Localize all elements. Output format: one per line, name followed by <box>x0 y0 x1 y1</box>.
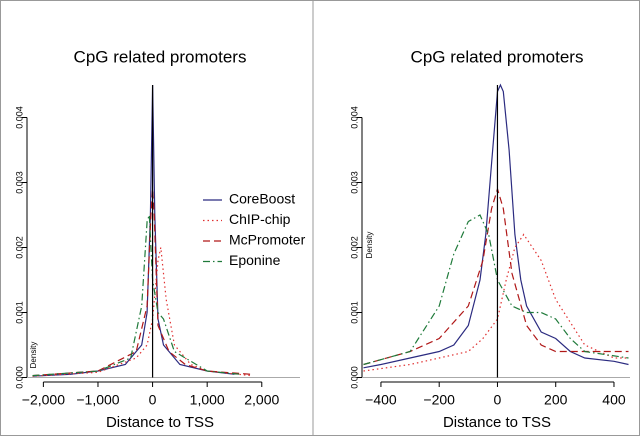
y-tick-label: 0.002 <box>349 236 359 259</box>
density-line <box>363 83 629 369</box>
x-tick-label: −1,000 <box>76 392 119 408</box>
x-tick-label: 0 <box>494 392 502 408</box>
y-tick-label: 0.003 <box>14 171 24 194</box>
density-line <box>32 247 251 377</box>
density-line <box>363 186 629 366</box>
y-tick-label: 0.001 <box>14 301 24 324</box>
y-tick-label: 0.000 <box>349 366 359 389</box>
x-tick-label: −400 <box>365 392 397 408</box>
y-tick-label: 0.004 <box>349 106 359 129</box>
legend-label: ChIP-chip <box>229 211 291 227</box>
legend-label: Eponine <box>229 252 281 268</box>
density-line <box>32 188 251 377</box>
y-tick-label: 0.002 <box>14 236 24 259</box>
y-tick-label: 0.004 <box>14 106 24 129</box>
density-line <box>32 84 235 377</box>
x-tick-label: −200 <box>423 392 455 408</box>
legend-label: McPromoter <box>229 232 306 248</box>
chart-title: CpG related promoters <box>411 47 584 66</box>
x-tick-label: 0 <box>149 392 157 408</box>
x-tick-label: 1,000 <box>190 392 225 408</box>
y-tick-label: 0.000 <box>14 366 24 389</box>
x-tick-label: −2,000 <box>22 392 65 408</box>
density-line <box>32 214 240 377</box>
x-tick-label: 2,000 <box>244 392 279 408</box>
legend-label: CoreBoost <box>229 191 295 207</box>
density-line <box>363 214 629 366</box>
y-tick-label: 0.001 <box>349 301 359 324</box>
y-axis-label: Density <box>29 342 38 369</box>
x-axis-label: Distance to TSS <box>106 414 214 431</box>
x-tick-label: 400 <box>602 392 626 408</box>
y-tick-label: 0.003 <box>349 171 359 194</box>
y-axis-label: Density <box>365 232 374 259</box>
x-tick-label: 200 <box>544 392 568 408</box>
x-axis-label: Distance to TSS <box>443 414 551 431</box>
chart-title: CpG related promoters <box>74 47 247 66</box>
